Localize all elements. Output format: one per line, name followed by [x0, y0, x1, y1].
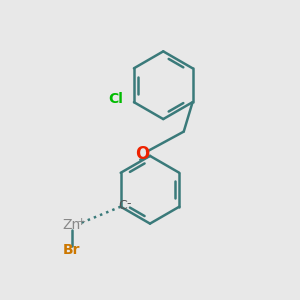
Text: -: -: [126, 197, 131, 210]
Text: +: +: [77, 217, 86, 226]
Text: O: O: [136, 146, 150, 164]
Text: Zn: Zn: [63, 218, 81, 232]
Text: Br: Br: [63, 243, 81, 257]
Text: Cl: Cl: [108, 92, 123, 106]
Text: C: C: [118, 199, 127, 212]
